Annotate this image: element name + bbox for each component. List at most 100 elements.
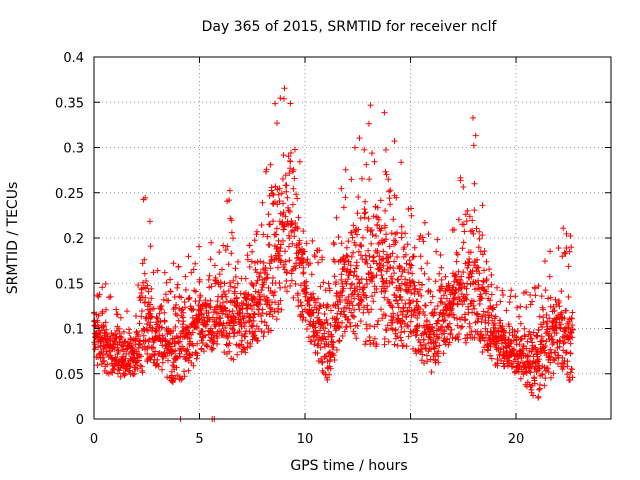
data-point [455, 336, 462, 343]
data-point [230, 235, 236, 242]
data-point [338, 185, 345, 192]
data-point [207, 304, 214, 311]
data-point [421, 312, 428, 319]
data-point [411, 282, 418, 289]
data-point [142, 194, 149, 201]
data-point [514, 328, 521, 334]
data-point [450, 295, 457, 302]
data-point [150, 305, 157, 312]
data-point [169, 343, 175, 350]
data-point [469, 217, 476, 224]
data-point [224, 243, 231, 250]
data-point [454, 251, 461, 258]
data-point [263, 322, 270, 329]
x-tick-label: 15 [402, 432, 419, 447]
data-point [435, 334, 442, 341]
gridlines [94, 57, 611, 419]
data-point [541, 382, 548, 389]
data-point [155, 328, 161, 335]
data-point [404, 322, 411, 329]
data-point [537, 385, 543, 392]
data-point [272, 100, 279, 107]
data-point [422, 302, 429, 309]
data-point [114, 311, 121, 318]
data-point [238, 332, 245, 339]
data-point [548, 374, 554, 381]
data-point [403, 343, 410, 350]
data-point [543, 320, 550, 327]
data-point [398, 324, 405, 330]
data-point [393, 194, 400, 201]
data-point [364, 302, 371, 309]
data-point [226, 340, 233, 347]
data-point [471, 180, 478, 187]
data-point [203, 321, 210, 328]
data-point [441, 330, 447, 337]
data-point [272, 299, 278, 306]
data-point [297, 282, 304, 289]
data-point [398, 223, 405, 230]
data-point [561, 315, 568, 322]
data-point [355, 194, 362, 200]
data-point [517, 375, 524, 382]
data-point [140, 279, 146, 286]
data-point [458, 284, 465, 291]
data-point [387, 201, 394, 208]
data-point [324, 301, 331, 308]
data-point [440, 350, 447, 357]
data-point [517, 320, 524, 327]
data-point [454, 315, 460, 322]
data-point [333, 214, 340, 221]
data-point [547, 248, 554, 255]
data-point [312, 324, 319, 331]
data-point [444, 335, 451, 342]
data-point [456, 331, 462, 337]
data-point [282, 213, 289, 220]
data-point [354, 231, 360, 238]
data-point [355, 226, 362, 233]
data-point [357, 215, 364, 222]
data-point [268, 184, 275, 191]
data-point [315, 341, 322, 347]
data-point [189, 329, 196, 336]
data-point [148, 295, 155, 302]
data-point [139, 369, 146, 376]
data-point [226, 348, 233, 355]
y-tick-label: 0.4 [63, 51, 84, 66]
data-point [497, 298, 504, 305]
data-point [386, 195, 393, 202]
y-tick-label: 0.05 [55, 368, 84, 383]
data-point [310, 290, 317, 297]
data-point [291, 233, 298, 240]
data-point [475, 264, 482, 271]
data-point [466, 213, 473, 220]
data-point [335, 319, 342, 326]
data-point [382, 224, 388, 231]
data-point [99, 284, 106, 291]
data-point [423, 318, 430, 325]
data-point [327, 322, 334, 328]
data-point [183, 324, 190, 331]
data-point [211, 262, 218, 269]
data-point [482, 332, 489, 338]
data-point [282, 248, 288, 255]
data-point [333, 347, 340, 353]
data-point [466, 331, 473, 338]
data-point [465, 306, 472, 313]
data-point [355, 276, 362, 283]
data-point [402, 230, 409, 237]
data-point [344, 253, 351, 260]
data-point [186, 294, 193, 301]
data-point [356, 306, 363, 313]
data-point [369, 293, 375, 300]
data-point [270, 200, 277, 207]
data-point [264, 271, 271, 278]
data-point [276, 185, 283, 192]
data-point [291, 175, 298, 182]
data-point [263, 166, 270, 173]
data-point [246, 242, 253, 249]
data-point [315, 259, 322, 266]
y-tick-label: 0.2 [63, 232, 84, 247]
data-point [492, 342, 499, 348]
data-point [308, 313, 315, 319]
